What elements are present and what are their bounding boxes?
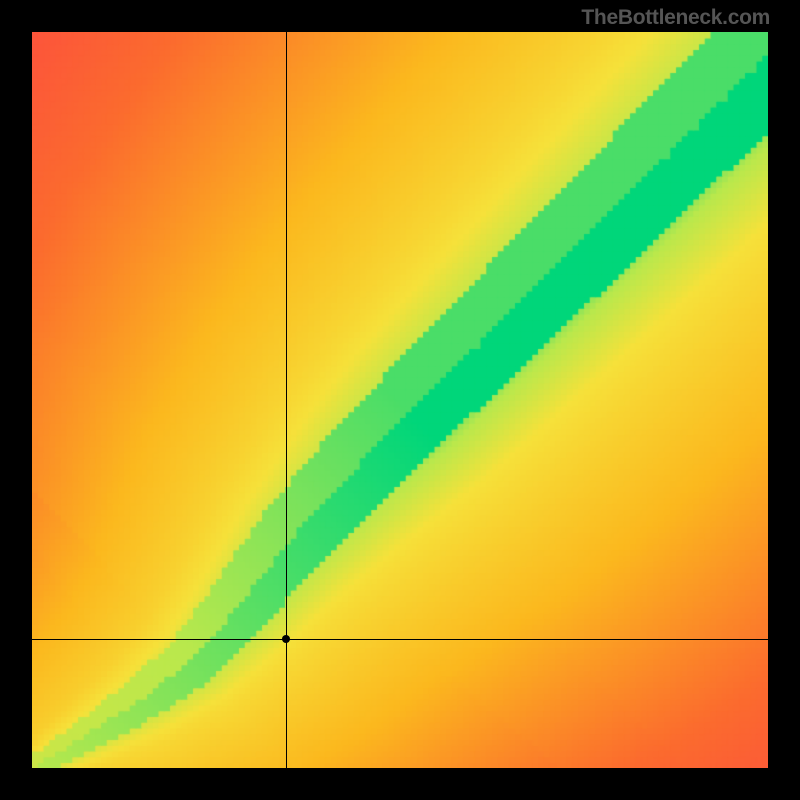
crosshair-vertical-line [286,32,287,768]
watermark-text: TheBottleneck.com [581,6,770,30]
chart-container: TheBottleneck.com [0,0,800,800]
crosshair-marker-dot [282,635,290,643]
crosshair-horizontal-line [32,639,768,640]
heatmap-plot-area [32,32,768,768]
heatmap-canvas [32,32,768,768]
